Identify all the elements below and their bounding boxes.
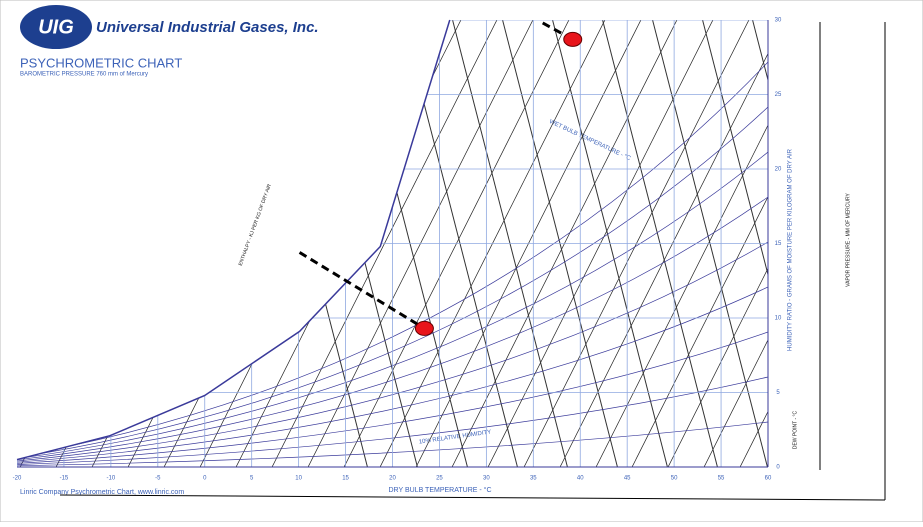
enthalpy-scale-bottom bbox=[59, 494, 886, 501]
enthalpy-line bbox=[544, 20, 768, 467]
x-tick-label: 30 bbox=[483, 476, 490, 482]
rh-curve bbox=[17, 196, 768, 461]
x-tick-label: -20 bbox=[13, 476, 22, 482]
logo: UIG Universal Industrial Gases, Inc. bbox=[20, 5, 319, 49]
company-name: Universal Industrial Gases, Inc. bbox=[96, 19, 319, 36]
x-tick-label: 40 bbox=[577, 476, 584, 482]
enthalpy-line bbox=[364, 20, 626, 467]
enthalpy-line bbox=[652, 20, 768, 467]
enthalpy-line bbox=[400, 20, 662, 467]
x-tick-label: 25 bbox=[436, 476, 443, 482]
rh-curve bbox=[17, 241, 768, 462]
dew-point-label: DEW POINT - °C bbox=[792, 410, 798, 449]
enthalpy-line bbox=[616, 20, 768, 467]
x-tick-label: 50 bbox=[671, 476, 678, 482]
x-tick-label: -5 bbox=[155, 476, 161, 482]
x-tick-label: 10 bbox=[295, 476, 302, 482]
y-tick-label: 5 bbox=[776, 390, 780, 396]
y-tick-label: 15 bbox=[775, 241, 782, 247]
enthalpy-line bbox=[472, 20, 734, 467]
enthalpy-line bbox=[436, 20, 698, 467]
saturation-curve bbox=[16, 19, 451, 461]
enthalpy-line bbox=[508, 20, 768, 467]
enthalpy-line bbox=[580, 20, 768, 467]
x-tick-label: -10 bbox=[107, 476, 116, 482]
chart-title: PSYCHROMETRIC CHART bbox=[20, 55, 182, 70]
enthalpy-line bbox=[688, 20, 768, 467]
state-point bbox=[563, 31, 583, 47]
enthalpy-line bbox=[292, 20, 554, 467]
leader-line bbox=[298, 251, 426, 330]
vapor-pressure-label: VAPOR PRESSURE - MM OF MERCURY bbox=[845, 192, 851, 286]
x-tick-label: 35 bbox=[530, 476, 537, 482]
x-axis-label: DRY BULB TEMPERATURE - °C bbox=[388, 486, 491, 494]
state-point bbox=[414, 320, 434, 336]
x-tick-label: 0 bbox=[203, 476, 207, 482]
y-tick-label: 25 bbox=[775, 92, 782, 98]
rh-curve bbox=[17, 421, 768, 467]
x-tick-label: -15 bbox=[60, 476, 69, 482]
y-tick-label: 30 bbox=[775, 18, 782, 24]
y-axis-label: HUMIDITY RATIO - GRAMS OF MOISTURE PER K… bbox=[788, 148, 794, 351]
y-tick-label: 20 bbox=[775, 167, 782, 173]
y-tick-label: 10 bbox=[775, 316, 782, 322]
x-tick-label: 5 bbox=[250, 476, 254, 482]
rh-curve bbox=[17, 286, 768, 463]
footer: Linric Company Psychrometric Chart, www.… bbox=[20, 489, 184, 496]
rh-curve bbox=[17, 331, 768, 464]
x-tick-label: 45 bbox=[624, 476, 631, 482]
rh-curve bbox=[17, 376, 768, 465]
y-tick-label: 0 bbox=[776, 465, 780, 471]
logo-badge bbox=[20, 5, 92, 49]
rh-curve bbox=[17, 151, 768, 459]
x-tick-label: 15 bbox=[342, 476, 349, 482]
enthalpy-line bbox=[256, 20, 518, 467]
x-tick-label: 60 bbox=[765, 476, 772, 482]
chart-subtitle: BAROMETRIC PRESSURE 760 mm of Mercury bbox=[20, 72, 148, 78]
logo-text: UIG bbox=[38, 16, 74, 38]
x-tick-label: 20 bbox=[389, 476, 396, 482]
x-tick-label: 55 bbox=[718, 476, 725, 482]
